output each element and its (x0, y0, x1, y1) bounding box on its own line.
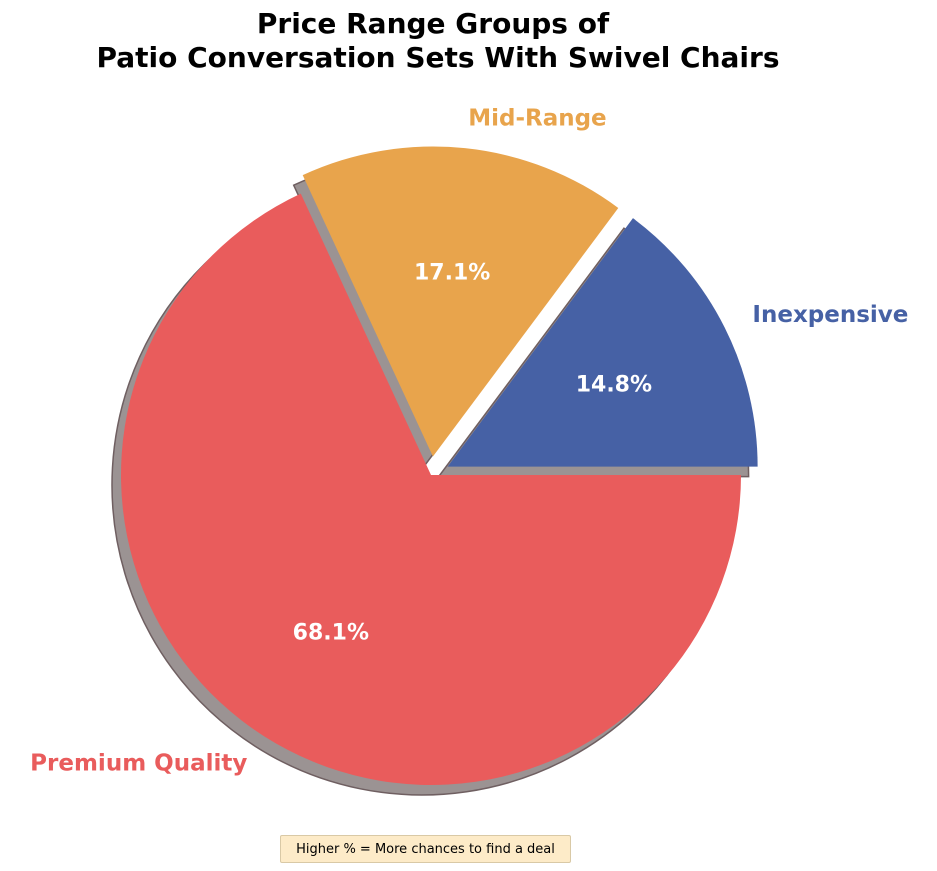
category-label-inexpensive: Inexpensive (752, 302, 908, 328)
chart-title-line-1: Price Range Groups of (257, 7, 610, 40)
slices (120, 146, 758, 785)
category-label-mid-range: Mid-Range (468, 105, 606, 131)
category-label-premium-quality: Premium Quality (30, 750, 247, 776)
pct-label-mid-range: 17.1% (414, 260, 490, 285)
slice-labels: 14.8% Inexpensive 17.1% Mid-Range 68.1% Premi… (30, 105, 908, 776)
chart-title-line-2: Patio Conversation Sets With Swivel Chai… (96, 41, 779, 74)
slice-mid-range (302, 146, 619, 457)
annotation-note: Higher % = More chances to find a deal (280, 835, 571, 863)
slice-inexpensive (447, 218, 758, 467)
slice-premium-quality (120, 193, 741, 785)
pct-label-premium-quality: 68.1% (293, 621, 369, 646)
pct-label-inexpensive: 14.8% (576, 372, 652, 397)
